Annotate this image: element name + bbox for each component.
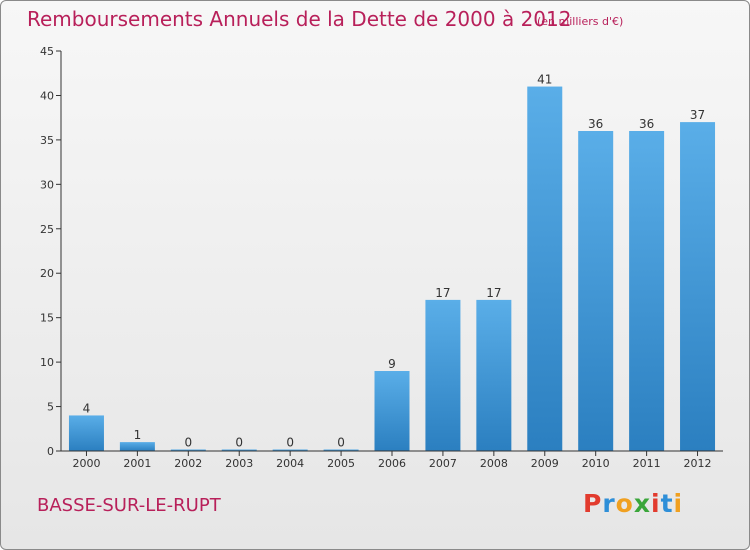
bar	[272, 449, 308, 451]
logo-letter: x	[633, 489, 651, 518]
bar	[323, 449, 359, 451]
y-tick-label: 25	[40, 223, 54, 236]
bar-value-label: 41	[537, 73, 552, 87]
proxiti-logo: Proxiti	[583, 489, 683, 518]
bar	[629, 131, 665, 451]
logo-letter: o	[615, 489, 634, 518]
logo-letter: i	[651, 489, 661, 518]
x-tick-label: 2008	[480, 457, 508, 470]
bar	[119, 442, 155, 451]
bar-value-label: 37	[690, 108, 705, 122]
bar-value-label: 17	[486, 286, 501, 300]
bar	[221, 449, 257, 451]
y-tick-label: 10	[40, 356, 54, 369]
y-tick-label: 30	[40, 178, 54, 191]
bar	[68, 415, 104, 451]
bar-value-label: 0	[184, 436, 192, 450]
x-tick-label: 2003	[225, 457, 253, 470]
bar	[527, 86, 563, 452]
commune-name: BASSE-SUR-LE-RUPT	[37, 495, 221, 516]
bar-value-label: 0	[235, 436, 243, 450]
x-tick-label: 2001	[123, 457, 151, 470]
bar-value-label: 36	[588, 117, 603, 131]
y-tick-label: 35	[40, 134, 54, 147]
x-tick-label: 2006	[378, 457, 406, 470]
x-tick-label: 2011	[633, 457, 661, 470]
y-tick-label: 20	[40, 267, 54, 280]
bar-value-label: 36	[639, 117, 654, 131]
x-tick-label: 2005	[327, 457, 355, 470]
logo-letter: P	[583, 489, 603, 518]
bar	[578, 131, 614, 451]
logo-letter: t	[660, 489, 674, 518]
bar	[374, 371, 410, 451]
x-tick-label: 2002	[174, 457, 202, 470]
bar-value-label: 17	[435, 286, 450, 300]
bar-value-label: 1	[134, 428, 142, 442]
bar-value-label: 0	[337, 436, 345, 450]
x-tick-label: 2004	[276, 457, 304, 470]
x-tick-label: 2012	[684, 457, 712, 470]
x-axis: 2000 2001 2002 2003 2004 2005 2006 2007 2008 2009…	[61, 450, 723, 470]
logo-letter: i	[673, 489, 684, 518]
y-tick-label: 0	[47, 445, 54, 458]
y-tick-label: 45	[40, 45, 54, 58]
x-tick-label: 2000	[72, 457, 100, 470]
logo-letter: r	[602, 489, 616, 518]
x-tick-label: 2010	[582, 457, 610, 470]
chart-title: Remboursements Annuels de la Dette de 20…	[27, 7, 572, 31]
bar-value-label: 0	[286, 436, 294, 450]
x-tick-label: 2007	[429, 457, 457, 470]
bar	[476, 299, 512, 451]
bar-value-label: 4	[83, 401, 91, 415]
bar	[425, 299, 461, 451]
y-axis: 0 5 10 15 20 25 30 35 40 45	[40, 45, 62, 458]
chart-subtitle: (en milliers d'€)	[537, 15, 624, 28]
y-tick-label: 15	[40, 312, 54, 325]
x-tick-label: 2009	[531, 457, 559, 470]
bar-value-label: 9	[388, 357, 396, 371]
bar	[680, 122, 716, 451]
bar	[170, 449, 206, 451]
y-tick-label: 40	[40, 89, 54, 102]
y-tick-label: 5	[47, 401, 54, 414]
